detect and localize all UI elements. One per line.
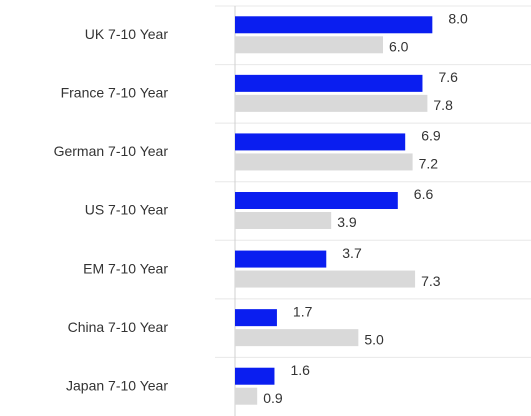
bar — [235, 250, 327, 268]
bar — [235, 329, 359, 347]
value-label: 5.0 — [364, 331, 384, 347]
category-label: US 7-10 Year — [85, 202, 169, 218]
value-label: 7.2 — [419, 156, 439, 172]
value-label: 1.7 — [293, 303, 313, 319]
bar — [235, 74, 423, 92]
bar — [235, 367, 275, 385]
value-label: 1.6 — [290, 362, 310, 378]
value-label: 7.6 — [438, 69, 458, 85]
category-label: France 7-10 Year — [61, 85, 169, 101]
category-label: China 7-10 Year — [68, 319, 169, 335]
bar — [235, 36, 383, 54]
value-label: 3.9 — [337, 214, 357, 230]
value-label: 7.3 — [421, 273, 441, 289]
value-label: 0.9 — [263, 390, 283, 406]
value-label: 7.8 — [433, 97, 453, 113]
category-label: EM 7-10 Year — [83, 260, 168, 276]
bar — [235, 309, 277, 327]
category-label: German 7-10 Year — [54, 143, 169, 159]
value-label: 8.0 — [448, 10, 468, 26]
bar — [235, 212, 332, 229]
bar — [235, 192, 398, 209]
category-label: UK 7-10 Year — [85, 26, 169, 42]
bar — [235, 133, 406, 151]
bar — [235, 153, 413, 171]
bar — [235, 16, 433, 34]
value-label: 6.6 — [414, 186, 434, 202]
bar — [235, 270, 416, 288]
bar — [235, 387, 258, 405]
value-label: 6.0 — [389, 38, 409, 54]
value-label: 3.7 — [342, 245, 362, 261]
bar — [235, 94, 428, 112]
value-label: 6.9 — [421, 128, 441, 144]
category-label: Japan 7-10 Year — [66, 377, 168, 393]
